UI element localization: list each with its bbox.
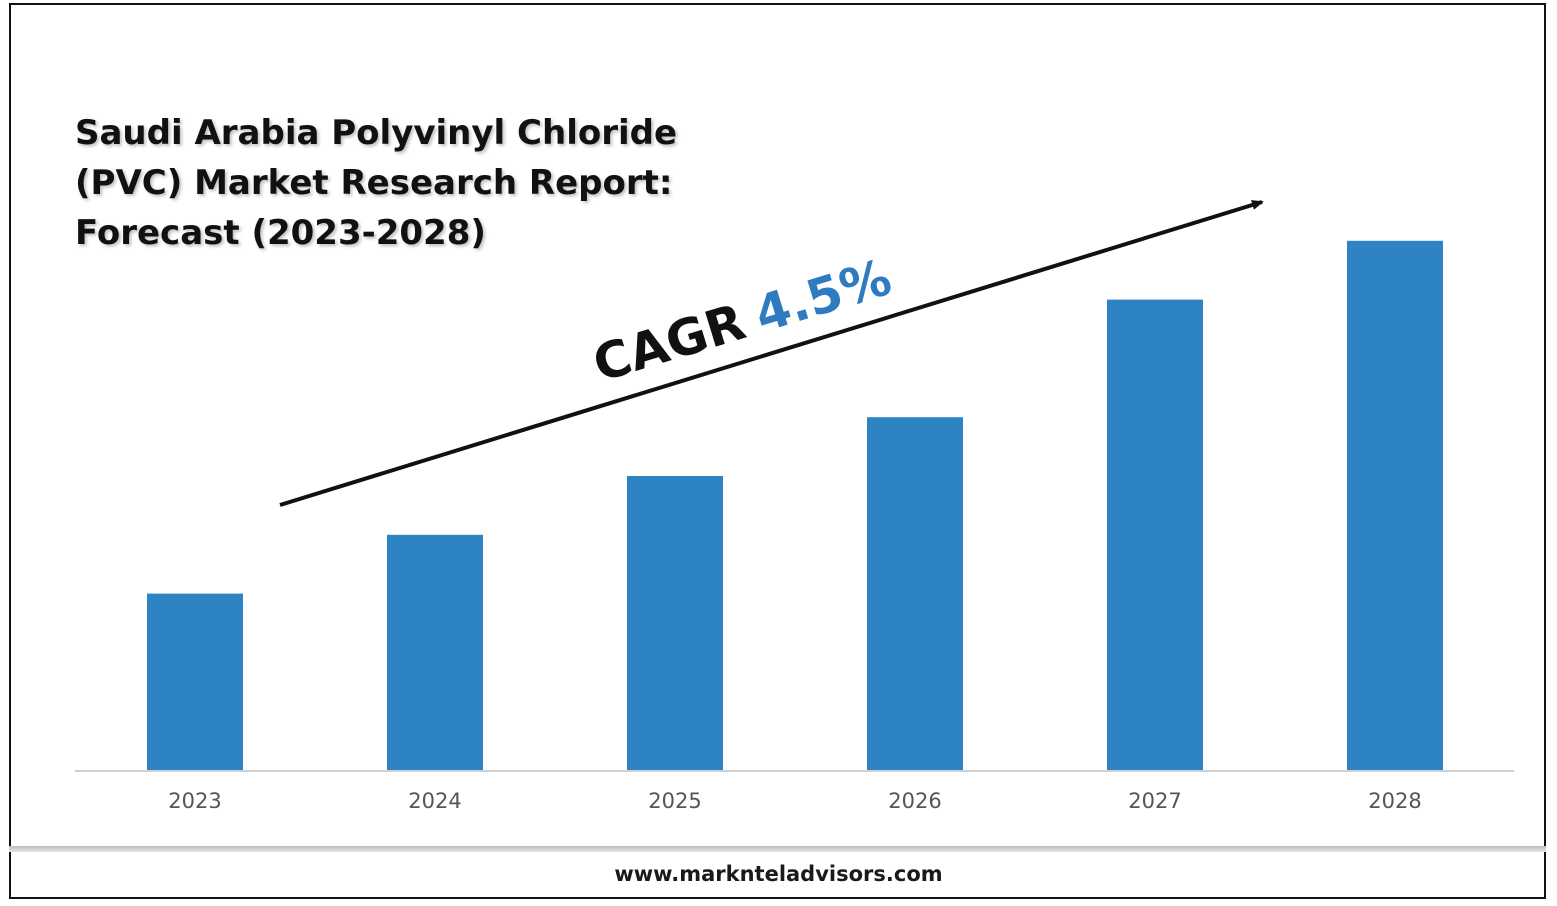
trend-arrow	[279, 200, 1264, 507]
bar-2023	[147, 593, 243, 770]
cagr-value: 4.5%	[748, 248, 898, 344]
bar-2024	[387, 534, 483, 770]
footer-website: www.marknteladvisors.com	[614, 862, 943, 886]
chart-title: Saudi Arabia Polyvinyl Chloride (PVC) Ma…	[75, 113, 678, 253]
chart-frame	[9, 3, 1546, 899]
x-tick-2027: 2027	[1128, 789, 1181, 813]
x-tick-labels: 2023 2024 2025 2026 2027 2028	[168, 789, 1421, 813]
x-tick-2026: 2026	[888, 789, 941, 813]
x-tick-2028: 2028	[1368, 789, 1421, 813]
cagr-annotation: CAGR4.5%	[587, 248, 898, 393]
bar-2026	[867, 417, 963, 770]
bar-2027	[1107, 299, 1203, 770]
footer-divider	[9, 846, 1546, 852]
x-tick-2024: 2024	[408, 789, 461, 813]
bar-2028	[1347, 240, 1443, 771]
bar-2025	[627, 476, 723, 770]
x-tick-2025: 2025	[648, 789, 701, 813]
bar-series	[147, 240, 1443, 771]
x-tick-2023: 2023	[168, 789, 221, 813]
cagr-label: CAGR4.5%	[587, 248, 898, 393]
